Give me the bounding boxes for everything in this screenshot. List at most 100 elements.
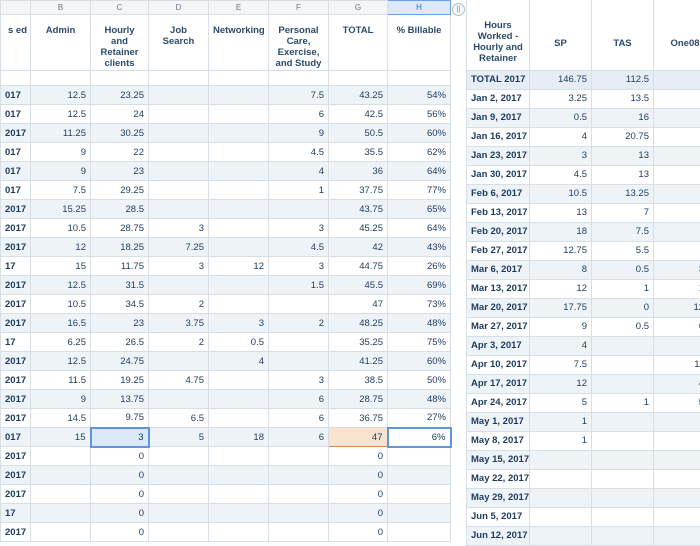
cell[interactable]: [209, 162, 269, 181]
cell[interactable]: [209, 409, 269, 428]
cell[interactable]: [209, 504, 269, 523]
cell[interactable]: [654, 336, 700, 355]
cell[interactable]: [654, 165, 700, 184]
cell[interactable]: 5: [530, 393, 592, 412]
cell[interactable]: 0: [329, 447, 388, 466]
cell[interactable]: 1.5: [269, 276, 329, 295]
cell[interactable]: 9: [530, 317, 592, 336]
cell[interactable]: [149, 200, 209, 219]
cell[interactable]: [209, 219, 269, 238]
cell[interactable]: 18.: [654, 279, 700, 298]
cell[interactable]: 6: [269, 105, 329, 124]
cell[interactable]: [31, 523, 91, 542]
cell[interactable]: 13.25: [592, 184, 654, 203]
cell[interactable]: [329, 71, 388, 86]
cell[interactable]: [592, 355, 654, 374]
week-label[interactable]: May 15, 2017: [467, 450, 530, 469]
row-date-label[interactable]: 2017: [1, 124, 31, 143]
week-label[interactable]: Mar 27, 2017: [467, 317, 530, 336]
column-header[interactable]: SP: [530, 0, 592, 70]
cell[interactable]: 4.5: [269, 238, 329, 257]
column-header[interactable]: Personal Care, Exercise, and Study: [269, 15, 329, 71]
cell[interactable]: 20.75: [592, 127, 654, 146]
row-date-label[interactable]: 2017: [1, 371, 31, 390]
cell[interactable]: 4: [269, 162, 329, 181]
cell[interactable]: 35.5: [329, 143, 388, 162]
cell[interactable]: 11.75: [91, 257, 149, 276]
cell[interactable]: 16.5: [31, 314, 91, 333]
cell[interactable]: [654, 412, 700, 431]
row-date-label[interactable]: 2017: [1, 200, 31, 219]
cell[interactable]: 0.5: [209, 333, 269, 352]
week-label[interactable]: May 1, 2017: [467, 412, 530, 431]
cell[interactable]: 11.5: [31, 371, 91, 390]
cell[interactable]: [654, 507, 700, 526]
row-date-label[interactable]: 2017: [1, 447, 31, 466]
cell[interactable]: 75%: [388, 333, 451, 352]
column-header[interactable]: Hourly and Retainer clients: [91, 15, 149, 71]
cell[interactable]: 24: [91, 105, 149, 124]
cell[interactable]: 65%: [388, 200, 451, 219]
row-date-label[interactable]: 2017: [1, 485, 31, 504]
cell[interactable]: 4: [530, 127, 592, 146]
cell[interactable]: [91, 71, 149, 86]
cell[interactable]: 77%: [388, 181, 451, 200]
row-date-label[interactable]: 2017: [1, 314, 31, 333]
cell[interactable]: [530, 469, 592, 488]
cell[interactable]: [592, 507, 654, 526]
cell[interactable]: [388, 71, 451, 86]
cell[interactable]: 3.25: [530, 89, 592, 108]
week-label[interactable]: Jun 12, 2017: [467, 526, 530, 545]
cell[interactable]: 64%: [388, 162, 451, 181]
cell[interactable]: 13.5: [592, 89, 654, 108]
cell[interactable]: [592, 336, 654, 355]
cell[interactable]: 7.5: [592, 222, 654, 241]
cell[interactable]: [149, 504, 209, 523]
week-label[interactable]: Feb 6, 2017: [467, 184, 530, 203]
cell[interactable]: [269, 333, 329, 352]
cell[interactable]: [388, 504, 451, 523]
cell[interactable]: 9: [31, 162, 91, 181]
cell[interactable]: [269, 352, 329, 371]
cell[interactable]: 4.5: [530, 165, 592, 184]
cell[interactable]: [654, 89, 700, 108]
cell[interactable]: 1: [269, 181, 329, 200]
cell[interactable]: 0: [329, 485, 388, 504]
cell[interactable]: 5.5: [592, 241, 654, 260]
column-letter-header[interactable]: B: [31, 1, 91, 15]
cell[interactable]: 6: [269, 428, 329, 447]
cell[interactable]: 0.: [654, 184, 700, 203]
week-label[interactable]: Jan 16, 2017: [467, 127, 530, 146]
cell[interactable]: 36.75: [329, 409, 388, 428]
cell[interactable]: 4.2: [654, 374, 700, 393]
cell[interactable]: [654, 469, 700, 488]
cell[interactable]: 42.5: [329, 105, 388, 124]
cell[interactable]: 18: [209, 428, 269, 447]
cell[interactable]: [149, 71, 209, 86]
cell[interactable]: [209, 466, 269, 485]
cell[interactable]: 10.5: [31, 219, 91, 238]
cell[interactable]: 2: [269, 314, 329, 333]
column-header[interactable]: TAS: [592, 0, 654, 70]
week-label[interactable]: Jan 9, 2017: [467, 108, 530, 127]
cell[interactable]: 2: [149, 295, 209, 314]
cell[interactable]: 9: [31, 143, 91, 162]
cell[interactable]: 13: [592, 146, 654, 165]
cell[interactable]: 43.25: [329, 86, 388, 105]
cell[interactable]: 0: [329, 466, 388, 485]
cell[interactable]: [209, 86, 269, 105]
cell[interactable]: 11.25: [31, 124, 91, 143]
cell[interactable]: 0: [329, 504, 388, 523]
week-label[interactable]: Mar 6, 2017: [467, 260, 530, 279]
week-label[interactable]: Feb 20, 2017: [467, 222, 530, 241]
cell[interactable]: 23: [91, 314, 149, 333]
cell[interactable]: 48%: [388, 314, 451, 333]
week-label[interactable]: Jun 5, 2017: [467, 507, 530, 526]
cell[interactable]: 24.75: [91, 352, 149, 371]
cell[interactable]: 12.7: [654, 298, 700, 317]
cell[interactable]: [209, 295, 269, 314]
week-label[interactable]: Apr 3, 2017: [467, 336, 530, 355]
cell[interactable]: 12.75: [530, 241, 592, 260]
cell[interactable]: 28.75: [329, 390, 388, 409]
week-label[interactable]: Jan 23, 2017: [467, 146, 530, 165]
